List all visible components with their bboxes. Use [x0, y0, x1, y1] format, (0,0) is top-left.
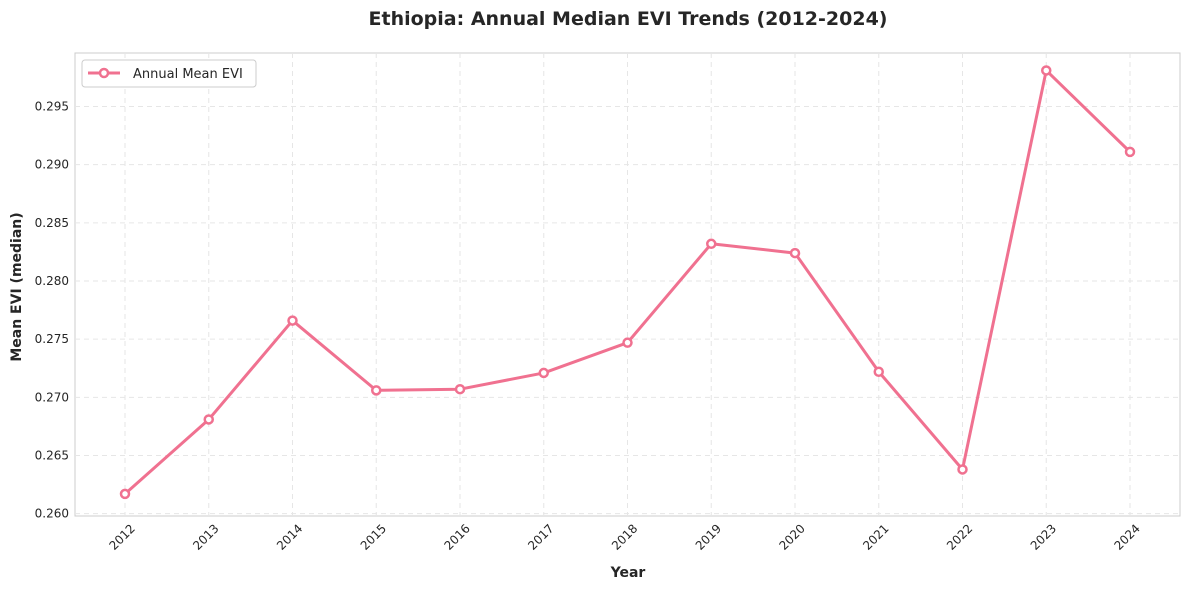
y-tick-label: 0.260	[35, 507, 69, 521]
grid-lines	[75, 53, 1180, 516]
data-point	[371, 385, 382, 396]
data-point	[873, 366, 884, 377]
y-tick-label: 0.280	[35, 274, 69, 288]
y-tick-label: 0.270	[35, 390, 69, 404]
data-point	[622, 337, 633, 348]
legend-label: Annual Mean EVI	[133, 67, 243, 82]
x-tick-label: 2015	[358, 521, 389, 552]
y-axis-ticks: 0.260 0.265 0.270 0.275 0.280 0.285 0.290 0.295	[35, 100, 69, 521]
x-tick-label: 2021	[860, 521, 891, 552]
x-tick-label: 2014	[274, 521, 305, 552]
x-tick-label: 2016	[441, 521, 472, 552]
y-tick-label: 0.295	[35, 100, 69, 114]
x-tick-label: 2022	[944, 521, 975, 552]
data-point	[1124, 146, 1136, 158]
data-point	[789, 247, 801, 259]
plot-area	[74, 52, 1181, 517]
data-point	[1041, 65, 1052, 76]
x-tick-label: 2024	[1111, 521, 1142, 552]
data-point	[957, 464, 968, 475]
data-point	[203, 414, 214, 425]
chart-title: Ethiopia: Annual Median EVI Trends (2012…	[369, 8, 888, 30]
data-point	[706, 238, 717, 250]
data-point	[287, 315, 298, 326]
y-tick-label: 0.290	[35, 158, 69, 172]
x-tick-label: 2019	[693, 521, 724, 552]
x-axis-ticks: 2012 2013 2014 2015 2016 2017 2018 2019 2020 2021…	[106, 521, 1142, 552]
x-tick-label: 2012	[106, 521, 137, 552]
x-tick-label: 2017	[525, 521, 556, 552]
y-tick-label: 0.285	[35, 216, 69, 230]
legend-point-marker	[98, 67, 110, 79]
x-tick-label: 2020	[776, 521, 807, 552]
x-tick-label: 2023	[1028, 521, 1059, 552]
y-tick-label: 0.275	[35, 332, 69, 346]
y-tick-label: 0.265	[35, 449, 69, 463]
data-point	[119, 488, 131, 500]
x-axis-label: Year	[610, 565, 646, 581]
legend: Annual Mean EVI	[81, 59, 257, 88]
x-tick-label: 2013	[190, 521, 221, 552]
series-annual-mean-evi	[119, 65, 1136, 500]
y-axis-label: Mean EVI (median)	[9, 212, 25, 361]
data-point	[538, 367, 549, 379]
legend-box	[81, 59, 257, 88]
data-point	[454, 383, 466, 395]
x-tick-label: 2018	[609, 521, 640, 552]
